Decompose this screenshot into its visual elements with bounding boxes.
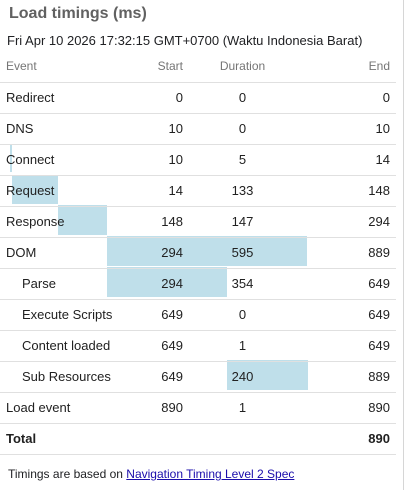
- row-event: Response: [0, 206, 107, 238]
- row-end: 649: [296, 299, 396, 331]
- total-row: Total 890: [0, 423, 396, 455]
- timings-table: Event Start Duration End Redirect 0 0 0 …: [0, 51, 396, 455]
- total-end: 890: [296, 423, 396, 455]
- row-duration: 0: [189, 82, 296, 114]
- row-end: 889: [296, 237, 396, 269]
- row-event: Connect: [0, 144, 107, 176]
- row-start: 148: [107, 206, 189, 238]
- row-start: 649: [107, 361, 189, 393]
- row-end: 10: [296, 113, 396, 145]
- row-event: Redirect: [0, 82, 107, 114]
- row-event: Execute Scripts: [0, 299, 112, 331]
- header-end: End: [296, 51, 396, 83]
- table-row: Parse 294 354 649: [0, 268, 396, 300]
- row-duration: 0: [189, 113, 296, 145]
- row-event: DOM: [0, 237, 107, 269]
- row-duration: 133: [189, 175, 296, 207]
- table-row: DNS 10 0 10: [0, 113, 396, 145]
- table-row: Redirect 0 0 0: [0, 82, 396, 114]
- row-duration: 240: [189, 361, 296, 393]
- row-duration: 1: [189, 392, 296, 424]
- row-event: Load event: [0, 392, 107, 424]
- row-start: 0: [107, 82, 189, 114]
- table-row: Request 14 133 148: [0, 175, 396, 207]
- row-duration: 147: [189, 206, 296, 238]
- total-start-empty: [107, 423, 189, 455]
- row-event: Sub Resources: [0, 361, 111, 393]
- table-row: Response 148 147 294: [0, 206, 396, 238]
- row-start: 649: [107, 330, 189, 362]
- timestamp: Fri Apr 10 2026 17:32:15 GMT+0700 (Waktu…: [7, 33, 363, 48]
- row-duration: 1: [189, 330, 296, 362]
- footer-text: Timings are based on: [8, 467, 127, 481]
- row-start: 294: [107, 268, 189, 300]
- footer-note: Timings are based on Navigation Timing L…: [8, 467, 294, 481]
- table-row: Connect 10 5 14: [0, 144, 396, 176]
- row-start: 294: [107, 237, 189, 269]
- table-row: Content loaded 649 1 649: [0, 330, 396, 362]
- row-start: 14: [107, 175, 189, 207]
- table-row: Sub Resources 649 240 889: [0, 361, 396, 393]
- row-end: 294: [296, 206, 396, 238]
- table-row: Load event 890 1 890: [0, 392, 396, 424]
- header-duration: Duration: [189, 51, 296, 83]
- row-start: 10: [107, 144, 189, 176]
- total-label: Total: [0, 423, 107, 455]
- row-event: Parse: [0, 268, 107, 300]
- header-start: Start: [107, 51, 189, 83]
- row-start: 890: [107, 392, 189, 424]
- header-event: Event: [0, 51, 107, 83]
- row-end: 14: [296, 144, 396, 176]
- table-row: Execute Scripts 649 0 649: [0, 299, 396, 331]
- row-duration: 5: [189, 144, 296, 176]
- row-event: Content loaded: [0, 330, 110, 362]
- row-duration: 0: [189, 299, 296, 331]
- table-row: DOM 294 595 889: [0, 237, 396, 269]
- table-header-row: Event Start Duration End: [0, 51, 396, 83]
- panel-title: Load timings (ms): [9, 5, 147, 22]
- row-duration: 354: [189, 268, 296, 300]
- navigation-timing-spec-link[interactable]: Navigation Timing Level 2 Spec: [126, 467, 295, 481]
- row-duration: 595: [189, 237, 296, 269]
- row-event: DNS: [0, 113, 107, 145]
- row-start: 649: [107, 299, 189, 331]
- row-end: 889: [296, 361, 396, 393]
- row-event: Request: [0, 175, 107, 207]
- total-duration-empty: [189, 423, 296, 455]
- row-end: 649: [296, 268, 396, 300]
- row-start: 10: [107, 113, 189, 145]
- row-end: 0: [296, 82, 396, 114]
- row-end: 649: [296, 330, 396, 362]
- row-end: 148: [296, 175, 396, 207]
- row-end: 890: [296, 392, 396, 424]
